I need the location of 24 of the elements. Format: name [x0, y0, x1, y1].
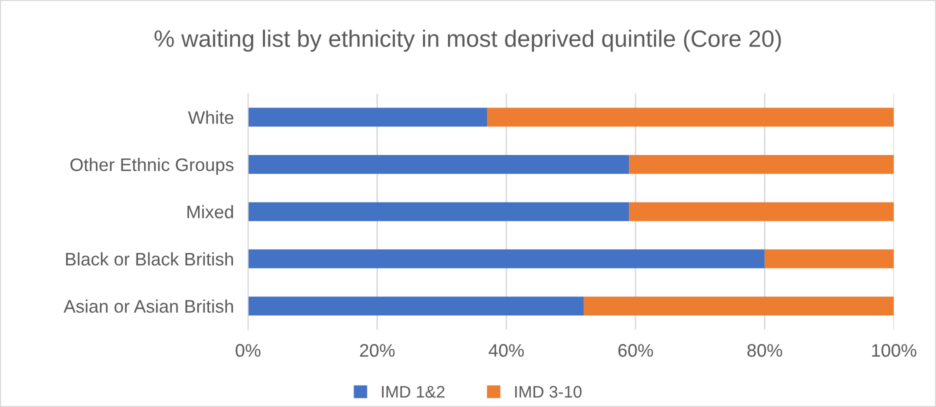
- x-tick-label: 20%: [360, 344, 395, 357]
- bar: [629, 202, 894, 222]
- y-tick-label: Mixed: [187, 205, 233, 218]
- x-tick-label: 80%: [747, 344, 782, 357]
- legend-label: IMD 3-10: [515, 386, 582, 398]
- bar: [584, 296, 894, 316]
- y-tick-label: Asian or Asian British: [64, 300, 233, 313]
- chart-title: % waiting list by ethnicity in most deprived quintile (Core 20): [154, 30, 781, 52]
- x-tick-label: 40%: [488, 344, 524, 357]
- bar: [487, 108, 894, 127]
- bar: [764, 249, 894, 268]
- y-tick-label: Black or Black British: [66, 252, 233, 266]
- bar: [248, 202, 630, 222]
- bar: [248, 249, 765, 268]
- y-tick-label: Other Ethnic Groups: [70, 158, 234, 175]
- bar: [248, 108, 487, 127]
- bar: [629, 154, 894, 174]
- x-tick-label: 0%: [236, 344, 260, 357]
- x-tick-label: 60%: [618, 344, 653, 357]
- y-tick-label: White: [188, 110, 234, 124]
- bar: [248, 154, 630, 174]
- bar: [248, 296, 584, 316]
- x-tick-label: 100%: [872, 344, 916, 357]
- legend-label: IMD 1&2: [382, 386, 444, 398]
